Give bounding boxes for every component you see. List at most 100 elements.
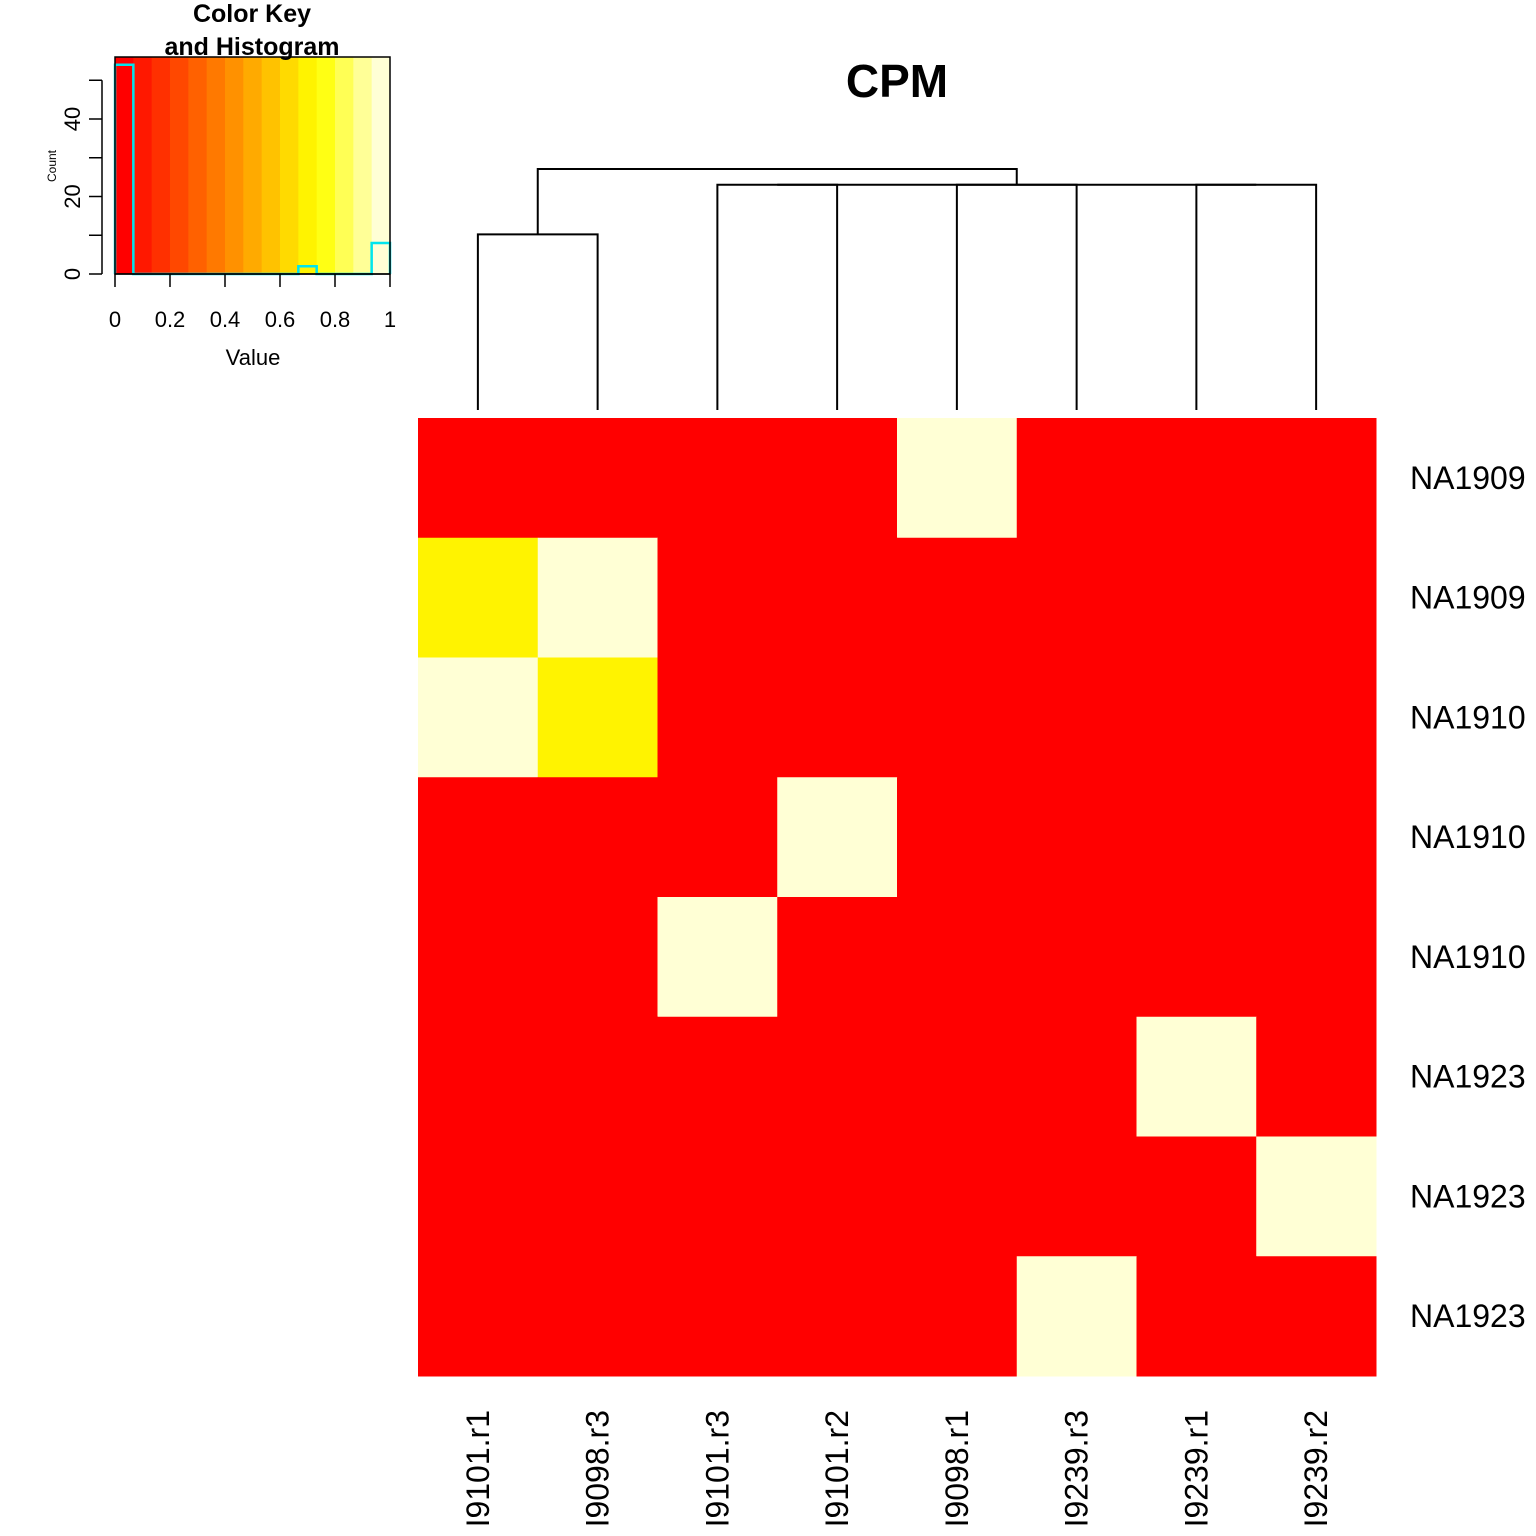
heatmap-cell: [1136, 418, 1257, 539]
heatmap-cell: [1016, 418, 1137, 539]
color-key-band: [280, 57, 299, 274]
heatmap-cell: [1136, 1256, 1257, 1377]
color-key-title-line-1: Color Key: [193, 0, 311, 28]
heatmap-cell: [777, 418, 898, 539]
heatmap-cell: [897, 777, 1018, 898]
row-label: NA1923: [1410, 1178, 1526, 1214]
heatmap-cell: [537, 537, 658, 658]
key-x-tick-label: 0: [109, 307, 121, 332]
heatmap-cells: [418, 418, 1377, 1377]
key-x-tick-label: 1: [384, 307, 396, 332]
heatmap-cell: [418, 657, 539, 778]
column-label: I9098.r3: [580, 1410, 616, 1527]
color-key-band: [371, 57, 391, 274]
key-y-tick-label: 40: [60, 107, 85, 131]
heatmap-cell: [657, 897, 778, 1018]
dendrogram-branch: [716, 183, 839, 410]
color-key-band: [206, 57, 226, 274]
heatmap-cell: [1016, 1256, 1137, 1377]
heatmap-cell: [537, 777, 658, 898]
heatmap-cell: [537, 657, 658, 778]
heatmap-cell: [897, 537, 1018, 658]
heatmap-cell: [418, 777, 539, 898]
heatmap-cell: [657, 418, 778, 539]
heatmap-cell: [1136, 777, 1257, 898]
key-y-axis: 0 20 40: [60, 79, 103, 280]
heatmap-cell: [657, 537, 778, 658]
heatmap-cell: [1256, 657, 1377, 778]
heatmap-cell: [657, 1136, 778, 1257]
heatmap-cell: [418, 897, 539, 1018]
heatmap-cell: [777, 1016, 898, 1137]
column-label: I9239.r1: [1178, 1410, 1214, 1527]
column-label: I9239.r3: [1059, 1410, 1095, 1527]
column-label: I9098.r1: [939, 1410, 975, 1527]
key-x-label: Value: [226, 345, 281, 370]
heatmap-cell: [897, 897, 1018, 1018]
row-label: NA1923: [1410, 1298, 1526, 1334]
heatmap-cell: [1256, 418, 1377, 539]
heatmap-cell: [537, 418, 658, 539]
heatmap-cell: [1256, 537, 1377, 658]
heatmap-cell: [897, 1256, 1018, 1377]
color-key-band: [188, 57, 208, 274]
color-key-band: [298, 57, 318, 274]
heatmap-cell: [897, 418, 1018, 539]
color-key-band: [316, 57, 336, 274]
key-y-tick-label: 0: [60, 268, 85, 280]
row-label: NA1909: [1410, 580, 1526, 616]
heatmap-cell: [1136, 657, 1257, 778]
color-key-band: [261, 57, 281, 274]
key-y-label: Count: [45, 149, 59, 182]
heatmap-cell: [537, 1016, 658, 1137]
dendrogram-branch: [1195, 183, 1318, 410]
heatmap-cell: [897, 657, 1018, 778]
color-key-title-line-2: and Histogram: [164, 33, 339, 61]
heatmap-cell: [537, 1136, 658, 1257]
heatmap-cell: [418, 1136, 539, 1257]
key-x-tick-label: 0.2: [155, 307, 186, 332]
heatmap-cell: [1256, 1016, 1377, 1137]
heatmap-cell: [418, 537, 539, 658]
heatmap-cell: [897, 1136, 1018, 1257]
row-label: NA1910: [1410, 819, 1526, 855]
heatmap-cell: [537, 897, 658, 1018]
color-key-band: [225, 57, 244, 274]
key-x-tick-label: 0.6: [265, 307, 296, 332]
heatmap-cell: [1136, 897, 1257, 1018]
heatmap-cell: [1136, 1136, 1257, 1257]
column-label: I9101.r1: [460, 1410, 496, 1527]
key-x-axis: 0 0.2 0.4 0.6 0.8 1: [109, 273, 396, 332]
heatmap-cell: [1136, 1016, 1257, 1137]
heatmap-cell: [657, 1016, 778, 1137]
heatmap-cell: [418, 1256, 539, 1377]
heatmap-cell: [657, 1256, 778, 1377]
column-dendrogram: [476, 168, 1318, 410]
dendrogram-branch: [955, 183, 1078, 410]
heatmap-cell: [1016, 657, 1137, 778]
heatmap-cell: [1136, 537, 1257, 658]
heatmap-cell: [537, 1256, 658, 1377]
heatmap-cell: [777, 537, 898, 658]
heatmap-cell: [777, 1256, 898, 1377]
column-labels: I9101.r1 I9098.r3 I9101.r3 I9101.r2 I9098.r1…: [460, 1410, 1334, 1527]
heatmap-cell: [777, 777, 898, 898]
color-key-band: [353, 57, 373, 274]
key-y-tick-label: 20: [60, 184, 85, 208]
heatmap-cell: [777, 897, 898, 1018]
key-x-tick-label: 0.4: [210, 307, 241, 332]
chart-title: CPM: [846, 55, 948, 107]
heatmap-cell: [1256, 1256, 1377, 1377]
color-key-band: [133, 57, 153, 274]
color-key-panel: 0 0.2 0.4 0.6 0.8 1 0 20 40 Color Key and Histo…: [45, 0, 396, 370]
row-label: NA1909: [1410, 460, 1526, 496]
color-key-band: [243, 57, 263, 274]
heatmap-cell: [1256, 777, 1377, 898]
color-key-band: [151, 57, 171, 274]
heatmap-cell: [1016, 897, 1137, 1018]
row-label: NA1910: [1410, 939, 1526, 975]
heatmap-cell: [657, 657, 778, 778]
key-x-tick-label: 0.8: [320, 307, 351, 332]
row-label: NA1910: [1410, 699, 1526, 735]
heatmap-cell: [418, 418, 539, 539]
